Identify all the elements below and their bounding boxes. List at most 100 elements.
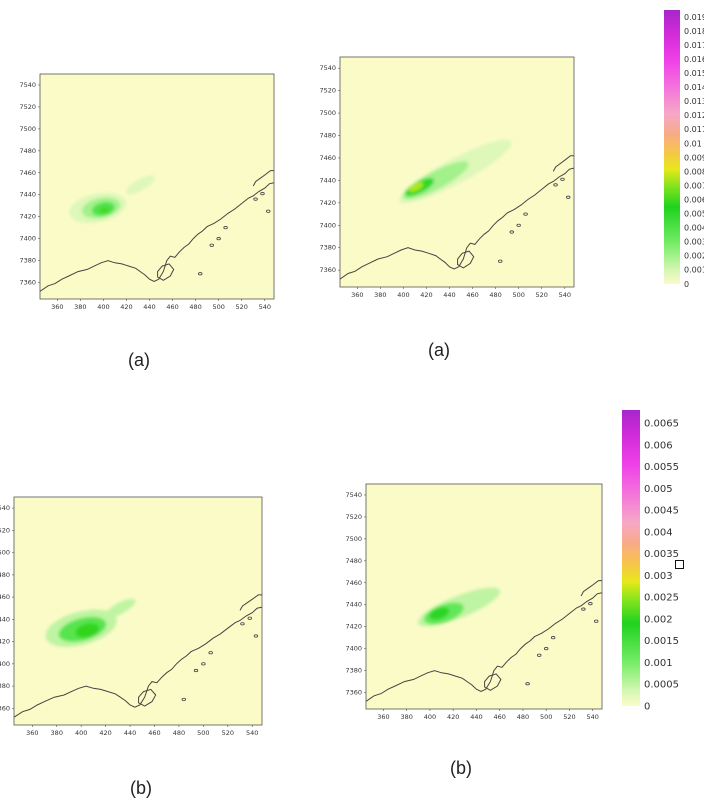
small-island [247,616,252,620]
y-tick-label: 7540 [19,81,36,89]
colorbar-tick-label: 0.0005 [644,680,679,691]
y-tick-label: 7400 [19,235,36,243]
colorbar-tick-label: 0.016 [684,55,704,64]
y-tick-label: 7520 [319,87,336,95]
coastline [40,182,274,292]
small-island [201,662,206,666]
colorbar-b: 0.0065 0.006 0.0055 0.005 0.0045 0.004 0.0035 0… [622,410,679,713]
map-frame [13,496,263,726]
y-tick-label: 7480 [345,557,362,565]
colorbar-tick-label: 0.008 [684,167,704,176]
small-island [198,272,203,276]
x-tick-label: 400 [97,303,109,311]
small-island [253,634,259,638]
small-island [216,237,221,241]
x-tick-label: 540 [246,729,258,737]
small-island [509,230,514,234]
colorbar-tick-label: 0.003 [684,238,704,247]
colorbar-tick-label: 0.015 [684,69,704,78]
y-tick-label: 7460 [345,579,362,587]
x-tick-label: 360 [351,291,363,299]
small-island [550,636,556,640]
x-tick-label: 520 [236,303,248,311]
small-island [581,607,586,611]
x-tick-label: 520 [563,713,575,721]
map-panel-a-right: 360 380 400 420 440 460 480 500 520 540 7360 7380 74… [319,56,575,299]
y-tick-label: 7380 [319,244,336,252]
x-tick-label: 360 [377,713,389,721]
small-island [560,177,565,181]
map-frame [39,73,275,300]
small-island [588,602,593,606]
y-tick-label: 7400 [319,221,336,229]
selection-box-marker[interactable] [675,560,684,569]
y-tick-label: 7520 [19,103,36,111]
colorbar-tick-label: 0 [644,702,650,713]
plume-layer [417,587,501,627]
small-island [523,212,528,216]
y-tick-label: 7500 [319,109,336,117]
colorbar-tick-label: 0.002 [684,252,704,261]
colorbar-tick-label: 0.009 [684,153,704,162]
y-tick-label: 7440 [19,191,36,199]
panel-label-a-left: (a) [128,350,150,370]
x-tick-label: 440 [443,291,455,299]
y-tick-label: 7540 [345,491,362,499]
x-tick-label: 420 [447,713,459,721]
small-island [525,682,530,686]
x-tick-label: 400 [75,729,87,737]
colorbar-tick-label: 0.012 [684,111,704,120]
colorbar-tick-label: 0.005 [644,484,673,495]
y-tick-label: 7360 [319,266,336,274]
colorbar-tick-label: 0.002 [644,614,673,625]
x-tick-label: 400 [397,291,409,299]
plume-layer [398,139,512,204]
small-island [193,668,199,673]
colorbar-tick-label: 0.004 [684,224,704,233]
colorbar-tick-label: 0.018 [684,27,704,36]
y-tick-label: 7540 [0,504,10,512]
island [138,688,157,707]
panel-label-a-right: (a) [428,340,450,360]
colorbar-tick-label: 0.0035 [644,549,679,560]
y-tick-label: 7480 [319,132,336,140]
x-tick-label: 380 [74,303,86,311]
colorbar-tick-label: 0.001 [684,266,704,275]
coastline [366,592,602,702]
x-tick-label: 500 [212,303,224,311]
x-tick-label: 460 [148,729,160,737]
colorbar-gradient [664,10,680,284]
plume-contour [104,598,136,618]
small-island [260,192,265,196]
x-tick-label: 400 [424,713,436,721]
y-tick-label: 7420 [0,638,10,646]
colorbar-tick-label: 0.013 [684,97,704,106]
y-tick-label: 7500 [0,549,10,557]
colorbar-tick-label: 0.003 [644,571,673,582]
x-tick-label: 540 [559,291,571,299]
colorbar-tick-label: 0.001 [644,658,673,669]
coastline-upper [252,170,274,187]
y-tick-label: 7540 [319,64,336,72]
island [457,250,475,269]
coastline [340,167,574,280]
x-tick-label: 380 [400,713,412,721]
x-tick-label: 440 [143,303,155,311]
x-tick-label: 520 [536,291,548,299]
y-tick-label: 7380 [19,257,36,265]
x-tick-label: 540 [259,303,271,311]
x-tick-label: 480 [489,291,501,299]
y-tick-label: 7380 [0,682,10,690]
coastline-upper [580,580,602,597]
y-tick-label: 7480 [0,571,10,579]
colorbar-tick-label: 0.007 [684,181,704,190]
y-tick-label: 7500 [345,535,362,543]
colorbar-tick-label: 0.014 [684,83,704,92]
x-tick-label: 500 [540,713,552,721]
x-tick-label: 360 [26,729,38,737]
x-tick-label: 460 [166,303,178,311]
y-tick-label: 7360 [345,689,362,697]
y-tick-label: 7440 [0,615,10,623]
small-island [553,183,558,187]
y-tick-label: 7420 [319,199,336,207]
